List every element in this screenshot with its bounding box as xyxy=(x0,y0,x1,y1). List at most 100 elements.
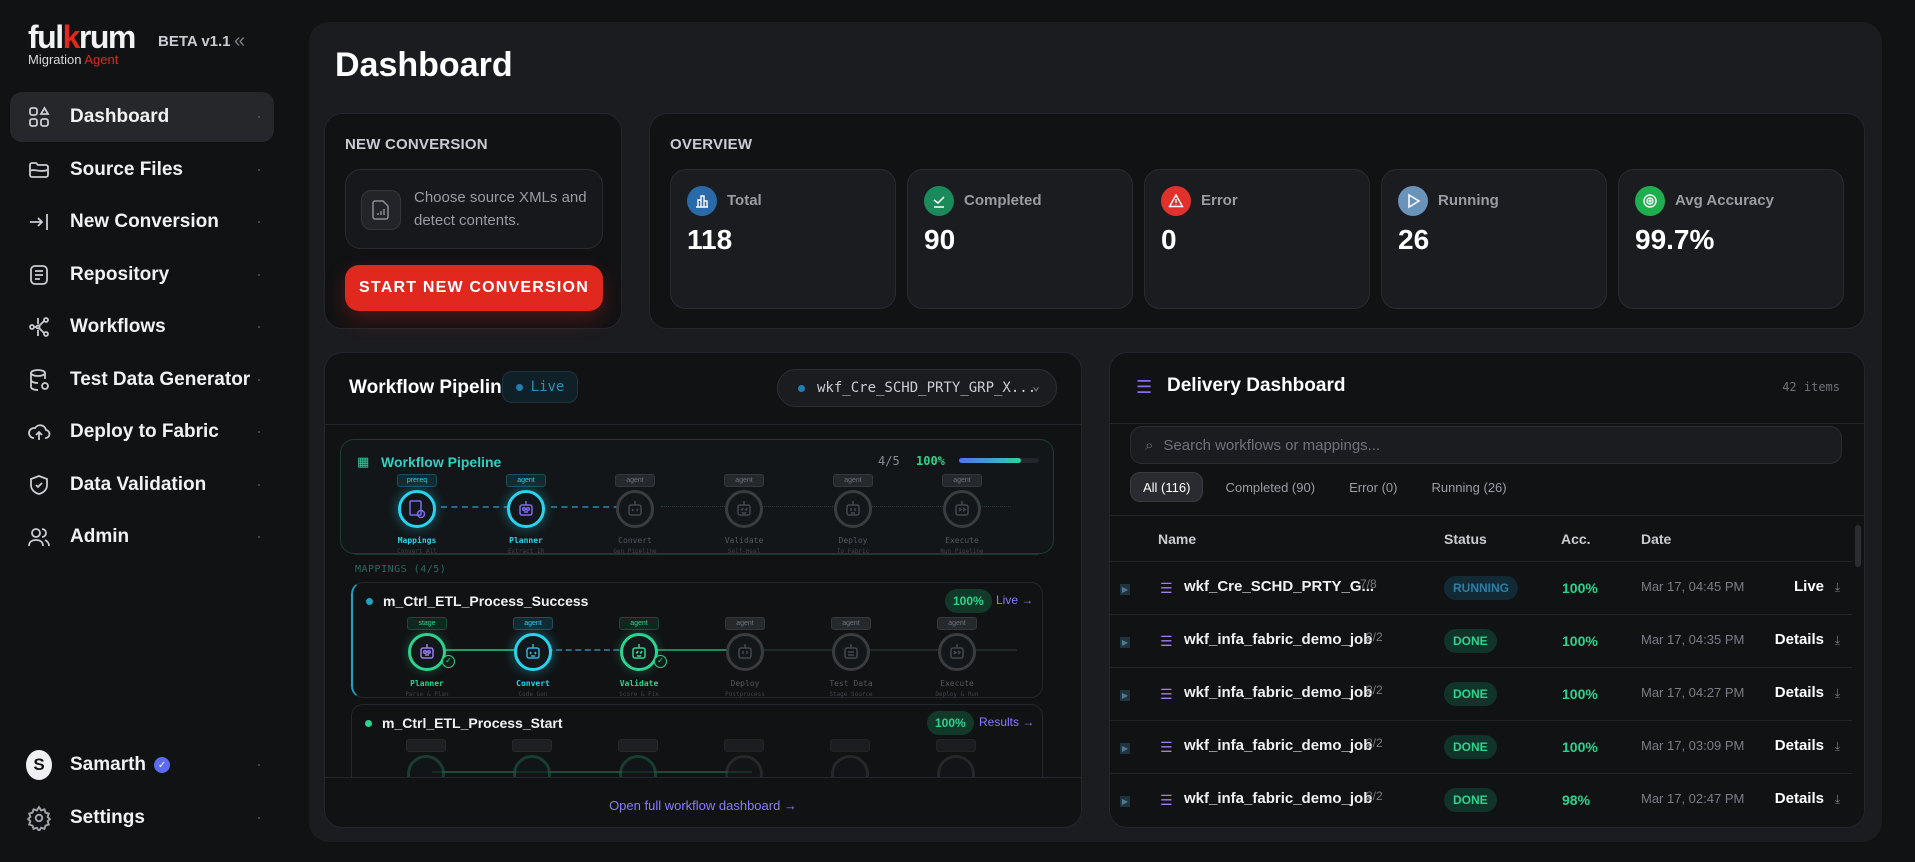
stat-label: Error xyxy=(1201,192,1238,209)
sidebar-item-dashboard[interactable]: Dashboard xyxy=(10,92,274,142)
mapping-card[interactable]: m_Ctrl_ETL_Process_Start 100% Results → xyxy=(351,704,1043,777)
row-action-details[interactable]: Details xyxy=(1774,684,1824,701)
column-date[interactable]: Date xyxy=(1641,531,1672,547)
workflow-select[interactable]: wkf_Cre_SCHD_PRTY_GRP_X... ⌄ xyxy=(777,369,1057,407)
verified-badge-icon: ✓ xyxy=(154,757,171,773)
table-row[interactable]: ▶ ☰ wkf_infa_fabric_demo_job 2/2 DONE 100%… xyxy=(1110,614,1852,667)
pipeline-inner-title: Workflow Pipeline xyxy=(381,454,502,470)
sidebar-item-data-validation[interactable]: Data Validation xyxy=(10,460,274,510)
collapse-sidebar-icon[interactable]: « xyxy=(234,30,246,52)
column-name[interactable]: Name xyxy=(1158,531,1197,547)
stat-running: Running 26 xyxy=(1381,169,1607,309)
tab-error[interactable]: Error (0) xyxy=(1349,479,1398,495)
table-scrollbar[interactable] xyxy=(1855,525,1861,567)
robot-icon xyxy=(725,490,763,528)
download-icon[interactable]: ⤓ xyxy=(1834,739,1840,753)
row-action-live[interactable]: Live xyxy=(1793,578,1824,595)
stage-execute[interactable]: agent Execute Deploy & Run xyxy=(917,617,997,698)
stage-validate[interactable]: agent Validate Self-Heal xyxy=(704,474,784,555)
stage-convert[interactable]: agent Convert Code Gen xyxy=(493,617,573,698)
avatar: S xyxy=(26,750,52,780)
check-download-icon xyxy=(924,186,954,216)
sidebar-item-deploy-to-fabric[interactable]: Deploy to Fabric xyxy=(10,407,274,457)
download-icon[interactable]: ⤓ xyxy=(1834,580,1840,594)
sidebar-item-test-data-generator[interactable]: Test Data Generator xyxy=(10,355,274,405)
sidebar-item-repository[interactable]: Repository xyxy=(10,250,274,300)
status-badge: RUNNING xyxy=(1444,576,1518,600)
workflow-select-value: wkf_Cre_SCHD_PRTY_GRP_X... xyxy=(817,380,1037,396)
stage-execute[interactable]: agent Execute Run Pipeline xyxy=(922,474,1002,555)
version-badge: BETA v1.1 xyxy=(158,33,231,50)
mapping-pct-chip: 100% xyxy=(927,711,974,735)
sidebar-item-settings[interactable]: Settings xyxy=(10,793,274,843)
row-action-details[interactable]: Details xyxy=(1774,737,1824,754)
robot-icon xyxy=(620,633,658,671)
expand-icon[interactable]: ▶ xyxy=(1120,637,1130,648)
table-row[interactable]: ▶ ☰ wkf_infa_fabric_demo_job 2/2 DONE 100%… xyxy=(1110,667,1852,720)
stage-deploy[interactable]: agent Deploy To Fabric xyxy=(813,474,893,555)
column-status[interactable]: Status xyxy=(1444,531,1487,547)
sidebar-item-label: Workflows xyxy=(70,316,166,337)
download-icon[interactable]: ⤓ xyxy=(1834,686,1840,700)
sidebar-item-admin[interactable]: Admin xyxy=(10,512,274,562)
sidebar-item-label: New Conversion xyxy=(70,211,219,232)
search-input[interactable] xyxy=(1163,436,1804,454)
column-accuracy[interactable]: Acc. xyxy=(1561,531,1591,547)
mapping-live-link[interactable]: Live → xyxy=(996,593,1034,607)
search-bar[interactable]: ⌕ xyxy=(1130,426,1842,464)
expand-icon[interactable]: ▶ xyxy=(1120,690,1130,701)
table-row[interactable]: ▶ ☰ wkf_infa_fabric_demo_job 2/2 DONE 100%… xyxy=(1110,720,1852,773)
download-icon[interactable]: ⤓ xyxy=(1834,633,1840,647)
arrow-into-icon xyxy=(26,209,52,235)
download-icon[interactable]: ⤓ xyxy=(1834,792,1840,806)
live-dot-icon xyxy=(515,383,523,391)
mappings-count-label: MAPPINGS (4/5) xyxy=(355,564,447,575)
row-action-details[interactable]: Details xyxy=(1774,790,1824,807)
mapping-name: m_Ctrl_ETL_Process_Start xyxy=(382,715,563,731)
sidebar-item-workflows[interactable]: Workflows xyxy=(10,302,274,352)
sidebar-item-new-conversion[interactable]: New Conversion xyxy=(10,197,274,247)
logo-wordmark: fulkrum xyxy=(28,19,136,55)
open-full-workflow-dashboard-link[interactable]: Open full workflow dashboard → xyxy=(609,798,797,813)
expand-icon[interactable]: ▶ xyxy=(1120,743,1130,754)
stage-planner[interactable]: agent Planner Extract IR xyxy=(486,474,566,555)
tab-completed[interactable]: Completed (90) xyxy=(1225,479,1316,495)
table-row[interactable]: ▶ ☰ wkf_infa_fabric_demo_job 2/2 DONE 98% M… xyxy=(1110,773,1852,826)
table-row[interactable]: ▶ ☰ wkf_Cre_SCHD_PRTY_G... 7/8 RUNNING 100… xyxy=(1110,561,1852,614)
tab-running[interactable]: Running (26) xyxy=(1431,479,1507,495)
workflow-pipeline-panel: Workflow Pipeline Live wkf_Cre_SCHD_PRTY… xyxy=(324,352,1082,828)
expand-icon[interactable]: ▶ xyxy=(1120,584,1130,595)
gear-icon xyxy=(26,804,52,831)
stat-error: Error 0 xyxy=(1144,169,1370,309)
stage-deploy[interactable]: agent Deploy Postprocess xyxy=(705,617,785,698)
file-drop-zone[interactable]: Choose source XMLs and detect contents. xyxy=(345,169,603,249)
robot-icon xyxy=(507,490,545,528)
delivery-title: Delivery Dashboard xyxy=(1167,375,1346,396)
upload-hint: Choose source XMLs and detect contents. xyxy=(414,189,587,229)
status-badge: DONE xyxy=(1444,629,1497,653)
tab-all[interactable]: All (116) xyxy=(1130,472,1204,502)
stage-mappings[interactable]: prereq Mappings Convert All xyxy=(377,474,457,555)
target-icon xyxy=(1635,186,1665,216)
delivery-dashboard-panel: ☰ Delivery Dashboard 42 items ⌕ All (116… xyxy=(1109,352,1865,828)
stat-label: Running xyxy=(1438,192,1499,209)
start-new-conversion-button[interactable]: START NEW CONVERSION xyxy=(345,265,603,311)
logo-sub-a: Migration xyxy=(28,52,82,67)
row-action-details[interactable]: Details xyxy=(1774,631,1824,648)
logo-sub-b: Agent xyxy=(84,52,119,67)
workflow-icon: ☰ xyxy=(1160,739,1173,755)
user-profile[interactable]: S Samarth ✓ xyxy=(10,740,274,790)
sidebar-item-source-files[interactable]: Source Files xyxy=(10,145,274,195)
robot-icon xyxy=(834,490,872,528)
main-content: Dashboard NEW CONVERSION Choose source X… xyxy=(309,22,1882,842)
stage-planner[interactable]: stage Planner Parse & Plan xyxy=(387,617,467,698)
expand-icon[interactable]: ▶ xyxy=(1120,796,1130,807)
stage-validate[interactable]: agent Validate Score & Fix xyxy=(599,617,679,698)
workflow-icon xyxy=(26,314,52,340)
stat-value: 90 xyxy=(924,224,956,255)
mapping-card[interactable]: m_Ctrl_ETL_Process_Success 100% Live → s… xyxy=(351,582,1043,698)
stage-test-data[interactable]: agent Test Data Stage Source xyxy=(811,617,891,698)
mapping-results-link[interactable]: Results → xyxy=(979,715,1035,729)
stat-label: Completed xyxy=(964,192,1042,209)
stage-convert[interactable]: agent Convert Gen Pipeline xyxy=(595,474,675,555)
